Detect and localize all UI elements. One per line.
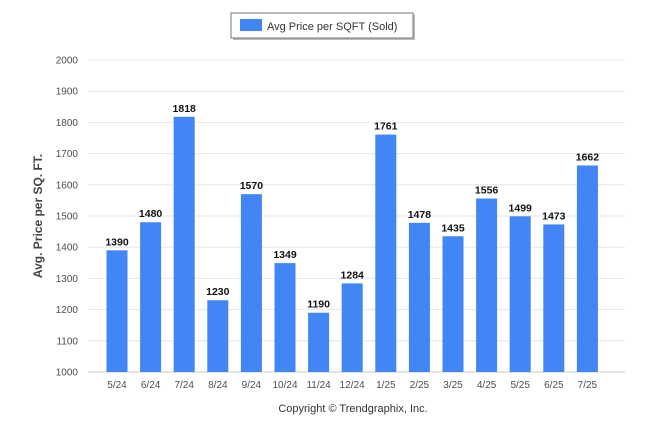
- x-tick-label: 11/24: [306, 380, 331, 391]
- y-tick-label: 2000: [56, 56, 79, 67]
- bar: [240, 194, 262, 372]
- data-label: 1818: [173, 103, 197, 115]
- y-tick-label: 1300: [56, 274, 79, 285]
- y-tick-label: 1200: [56, 305, 79, 316]
- data-label: 1480: [139, 208, 163, 220]
- legend: Avg Price per SQFT (Sold): [230, 12, 415, 40]
- y-tick-label: 1900: [56, 87, 79, 98]
- x-tick-label: 7/25: [578, 380, 598, 391]
- data-label: 1761: [374, 121, 398, 133]
- bar: [308, 312, 330, 372]
- data-label: 1473: [542, 210, 566, 222]
- data-label: 1284: [341, 269, 365, 281]
- data-label: 1390: [105, 236, 129, 248]
- bar: [207, 300, 229, 372]
- y-tick-label: 1100: [56, 336, 78, 347]
- y-tick-label: 1800: [56, 118, 79, 129]
- bar: [140, 222, 162, 372]
- x-tick-label: 1/25: [376, 380, 396, 391]
- bar: [543, 224, 565, 372]
- bar: [408, 222, 430, 372]
- bar: [476, 198, 498, 372]
- data-labels: 1390 1480 1818 1230 1570 1349 1190 1284 1761 1478…: [105, 103, 599, 311]
- bar: [341, 283, 363, 372]
- data-label: 1349: [273, 249, 297, 261]
- legend-swatch: [240, 19, 262, 31]
- bar: [576, 165, 598, 372]
- y-tick-label: 1600: [56, 180, 79, 191]
- x-tick-label: 3/25: [443, 380, 463, 391]
- x-tick-label: 4/25: [477, 380, 497, 391]
- data-label: 1662: [576, 151, 600, 163]
- x-tick-label: 9/24: [242, 380, 262, 391]
- y-tick-label: 1000: [56, 368, 79, 379]
- data-label: 1478: [408, 209, 432, 221]
- bar: [106, 250, 128, 372]
- x-tick-label: 12/24: [340, 380, 365, 391]
- data-label: 1556: [475, 185, 499, 197]
- bar: [375, 134, 397, 372]
- x-tick-label: 6/24: [141, 380, 161, 391]
- x-tick-label: 7/24: [174, 380, 194, 391]
- x-tick-label: 5/25: [510, 380, 530, 391]
- y-axis-ticks: 1000 1100 1200 1300 1400 1500 1600 1700 1800 1900…: [56, 56, 79, 379]
- bar: [509, 216, 531, 372]
- data-label: 1499: [509, 202, 533, 214]
- x-tick-label: 2/25: [410, 380, 430, 391]
- bar: [274, 263, 296, 372]
- y-tick-label: 1400: [56, 243, 79, 254]
- data-label: 1190: [307, 299, 330, 311]
- data-label: 1230: [206, 286, 230, 298]
- x-axis-ticks: 5/24 6/24 7/24 8/24 9/24 10/24 11/24 12/24 1/25 2…: [107, 380, 597, 391]
- x-tick-label: 8/24: [208, 380, 228, 391]
- x-tick-label: 10/24: [272, 380, 297, 391]
- data-label: 1435: [441, 222, 465, 234]
- bar: [442, 236, 464, 372]
- bars: [106, 116, 598, 372]
- y-tick-label: 1500: [56, 212, 79, 223]
- bar: [173, 116, 195, 372]
- data-label: 1570: [240, 180, 264, 192]
- y-tick-label: 1700: [56, 149, 79, 160]
- x-tick-label: 5/24: [107, 380, 127, 391]
- x-tick-label: 6/25: [544, 380, 564, 391]
- y-axis-title: Avg. Price per SQ. FT.: [31, 154, 45, 278]
- copyright-text: Copyright © Trendgraphix, Inc.: [278, 403, 427, 415]
- legend-label: Avg Price per SQFT (Sold): [267, 21, 397, 33]
